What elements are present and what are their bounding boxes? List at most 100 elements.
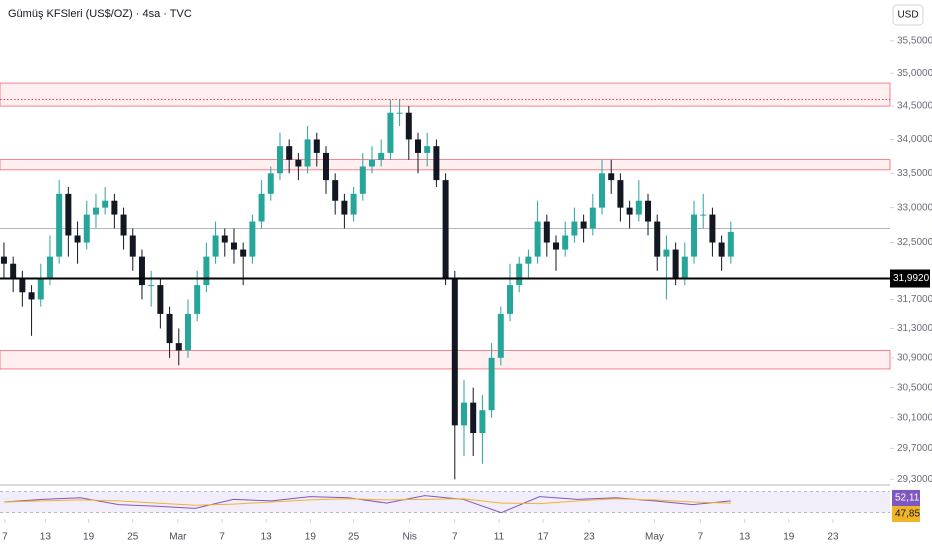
y-tick-label: 31,7000 xyxy=(897,294,932,305)
candle-body xyxy=(286,146,293,160)
candle-body xyxy=(322,152,329,181)
candle-body xyxy=(727,232,734,257)
candle-body xyxy=(378,152,385,160)
chart-title: Gümüş KFSleri (US$/OZ) · 4sa · TVC xyxy=(8,8,192,20)
candle-body xyxy=(102,200,109,208)
x-tick-label: 13 xyxy=(40,532,52,543)
candle-body xyxy=(249,221,256,257)
candle-body xyxy=(350,193,357,215)
y-tick-label: 32,5000 xyxy=(897,237,932,248)
currency-button[interactable] xyxy=(892,4,924,26)
rsi-band xyxy=(0,491,890,513)
candle-body xyxy=(332,180,339,201)
candle-body xyxy=(700,214,707,216)
candle-body xyxy=(571,221,578,236)
candle-body xyxy=(37,277,44,300)
x-tick-label: 7 xyxy=(452,532,458,543)
candle-body xyxy=(681,256,688,278)
candle-body xyxy=(46,256,53,278)
price-label: 31,9920 xyxy=(893,273,930,284)
candle-body xyxy=(497,313,504,358)
x-tick-label: 7 xyxy=(219,532,225,543)
candle-body xyxy=(10,263,17,278)
candle-body xyxy=(562,235,569,250)
x-tick-label: 25 xyxy=(348,532,360,543)
candle-body xyxy=(460,402,467,426)
rsi-label-box xyxy=(892,506,920,522)
candle-body xyxy=(267,173,274,194)
currency-label[interactable]: USD xyxy=(897,10,918,21)
candle-body xyxy=(635,200,642,215)
candle-body xyxy=(405,112,412,140)
x-tick-label: 19 xyxy=(305,532,317,543)
y-tick-label: 33,5000 xyxy=(897,168,932,179)
candle-body xyxy=(74,235,81,243)
candle-body xyxy=(0,256,7,264)
candle-body xyxy=(276,146,283,174)
x-tick-label: 7 xyxy=(2,532,8,543)
candle-body xyxy=(617,180,624,208)
x-tick-label: 7 xyxy=(698,532,704,543)
candle-body xyxy=(184,313,191,351)
candle-body xyxy=(488,357,495,411)
candle-body xyxy=(645,200,652,222)
price-label-box xyxy=(890,269,930,288)
candle-body xyxy=(663,249,670,257)
candle-body xyxy=(516,263,523,286)
y-tick-label: 35,5000 xyxy=(897,35,932,46)
candle-body xyxy=(691,214,698,257)
y-tick-label: 33,0000 xyxy=(897,202,932,213)
candle-body xyxy=(28,292,35,300)
candle-body xyxy=(111,200,118,215)
candle-body xyxy=(148,285,155,287)
y-tick-label: 30,5000 xyxy=(897,382,932,393)
candle-body xyxy=(654,221,661,257)
candle-body xyxy=(709,214,716,243)
candle-body xyxy=(396,112,403,114)
x-tick-label: 11 xyxy=(494,532,505,543)
candle-body xyxy=(138,256,145,286)
rsi-label: 52,11 xyxy=(895,493,920,504)
x-tick-label: 19 xyxy=(83,532,95,543)
rsi-line xyxy=(3,498,731,506)
candle-body xyxy=(608,173,615,181)
candle-body xyxy=(313,139,320,153)
zone xyxy=(0,159,891,171)
y-tick-label: 34,5000 xyxy=(897,101,932,112)
candle-body xyxy=(92,207,99,215)
candle-body xyxy=(451,277,458,426)
candle-body xyxy=(194,285,201,314)
candle-body xyxy=(525,256,532,264)
candle-body xyxy=(166,313,173,344)
candle-body xyxy=(626,207,633,215)
candle-body xyxy=(534,221,541,257)
x-tick-label: 13 xyxy=(739,532,751,543)
candle-body xyxy=(368,159,375,167)
candle-body xyxy=(120,214,127,236)
x-tick-label: 13 xyxy=(261,532,273,543)
candle-body xyxy=(295,159,302,167)
rsi-line xyxy=(3,495,731,514)
zone xyxy=(0,82,891,107)
candle-body xyxy=(341,200,348,215)
candle-body xyxy=(203,256,210,286)
candle-body xyxy=(442,180,449,278)
candle-body xyxy=(414,139,421,153)
rsi-label-box xyxy=(892,490,920,506)
candle-body xyxy=(387,112,394,153)
candle-body xyxy=(672,249,679,278)
candle-body xyxy=(240,249,247,257)
candle-body xyxy=(129,235,136,257)
x-tick-label: Mar xyxy=(169,532,187,543)
candle-body xyxy=(212,235,219,257)
candle-body xyxy=(304,139,311,167)
candle-body xyxy=(589,207,596,229)
x-tick-label: 17 xyxy=(538,532,550,543)
y-tick-label: 29,7000 xyxy=(897,443,932,454)
candle-body xyxy=(83,214,90,243)
x-tick-label: May xyxy=(645,532,664,543)
candle-body xyxy=(543,221,550,243)
candle-body xyxy=(553,242,560,250)
candle-body xyxy=(19,277,26,293)
